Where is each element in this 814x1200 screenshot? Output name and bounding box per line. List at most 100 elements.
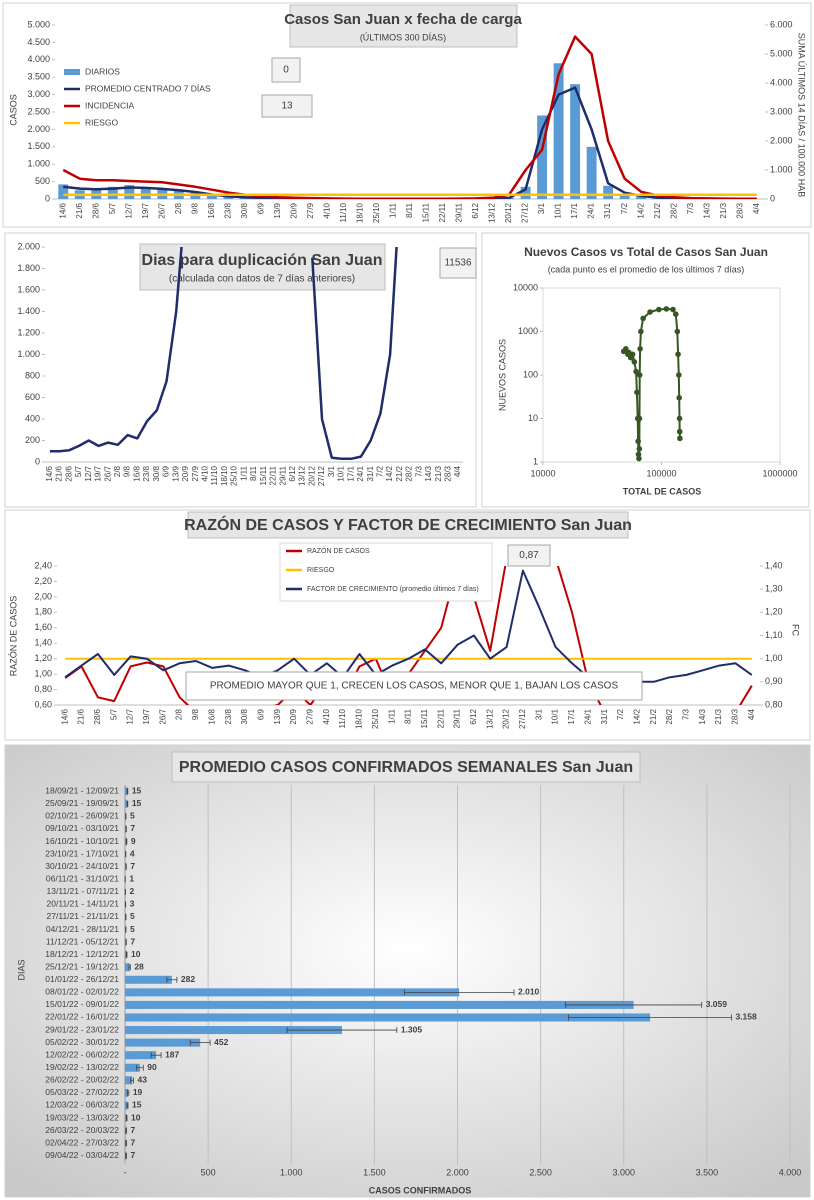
y-tick-label: 09/04/22 - 03/04/22 — [45, 1150, 119, 1160]
bar — [125, 975, 172, 984]
bar — [125, 950, 127, 959]
y-tick-label: 29/01/22 - 23/01/22 — [45, 1024, 119, 1034]
y-tick-label: 04/12/21 - 28/11/21 — [46, 924, 119, 934]
x-tick-label: 7/3 — [414, 465, 423, 477]
y-tick-label: 01/01/22 - 26/12/21 — [45, 974, 119, 984]
x-tick-label: 7/2 — [375, 465, 384, 477]
data-label: 5 — [130, 911, 135, 921]
x-tick-label: 28/2 — [669, 202, 678, 218]
y-tick-label: 1.000 — [770, 164, 793, 174]
bar — [125, 862, 127, 871]
x-tick-label: 19/7 — [142, 708, 151, 724]
x-tick-label: 13/12 — [485, 708, 494, 729]
x-tick-label: 10/1 — [551, 708, 560, 724]
x-tick-label: 10000 — [530, 468, 555, 478]
data-label: 7 — [130, 1150, 135, 1160]
y-tick-label: 3.000 — [27, 89, 50, 99]
y-tick-label: 2.500 — [27, 106, 50, 116]
data-label: 3.059 — [706, 999, 728, 1009]
annotation: 13 — [281, 101, 293, 112]
x-tick-label: 2/8 — [113, 465, 122, 477]
y2-axis-title: FC — [791, 624, 801, 636]
scatter-point — [637, 346, 643, 352]
y-tick-label: 26/03/22 - 20/03/22 — [45, 1125, 119, 1135]
x-tick-label: 13/12 — [488, 202, 497, 223]
y-tick-label: 23/10/21 - 17/10/21 — [45, 848, 119, 858]
x-tick-label: 25/10 — [371, 708, 380, 729]
panel — [481, 232, 810, 508]
error-bar — [128, 964, 131, 971]
y-tick-label: 20/11/21 - 14/11/21 — [47, 899, 120, 909]
x-tick-label: 4/4 — [453, 465, 462, 477]
x-tick-label: 4/4 — [752, 202, 761, 214]
x-tick-label: 3/1 — [534, 708, 543, 720]
x-tick-label: 6/9 — [256, 708, 265, 720]
y-tick-label: 25/12/21 - 19/12/21 — [45, 961, 119, 971]
title-box — [289, 4, 518, 48]
scatter-point — [676, 415, 683, 422]
x-tick-label: 4/10 — [201, 465, 210, 481]
scatter-point — [636, 455, 642, 462]
scatter-point — [677, 435, 683, 442]
x-tick-label: 29/11 — [278, 465, 287, 485]
annotation-box — [507, 544, 551, 567]
error-bar — [286, 1027, 398, 1034]
chart-title: Casos San Juan x fecha de carga — [284, 11, 522, 28]
x-tick-label: 7/2 — [620, 202, 629, 214]
data-label: 3 — [130, 899, 135, 909]
annotation-box — [439, 247, 477, 279]
x-tick-label: 8/11 — [404, 708, 413, 724]
x-tick-label: 18/10 — [220, 465, 229, 486]
error-bar — [125, 838, 128, 845]
y-tick-label: 0,80 — [34, 684, 52, 694]
x-tick-label: 31/1 — [603, 202, 612, 218]
x-tick-label: - — [124, 1167, 127, 1177]
panel — [4, 744, 811, 1198]
bar — [125, 963, 130, 972]
y-axis-title: DIAS — [16, 959, 26, 980]
x-tick-label: 16/8 — [207, 708, 216, 724]
y-tick-label: 100 — [523, 369, 538, 379]
y-tick-label: 2.000 — [17, 241, 40, 251]
x-tick-label: 8/11 — [249, 465, 258, 481]
x-tick-label: 11/10 — [338, 708, 347, 728]
chart-subtitle: (cada punto es el promedio de los último… — [548, 264, 745, 274]
x-tick-label: 1/11 — [387, 708, 396, 724]
x-tick-label: 16/8 — [207, 202, 216, 218]
legend-box — [279, 542, 493, 602]
bar — [537, 115, 548, 199]
legend-label: RAZÓN DE CASOS — [307, 546, 370, 555]
x-tick-label: 27/12 — [521, 202, 530, 223]
error-bar — [564, 1001, 703, 1008]
title-box — [187, 511, 629, 539]
y-tick-label: 1,10 — [765, 630, 783, 640]
x-tick-label: 24/1 — [587, 202, 596, 218]
y-tick-label: 02/10/21 - 26/09/21 — [45, 811, 119, 821]
bar — [520, 186, 531, 199]
x-tick-label: 22/11 — [438, 202, 447, 222]
x-tick-label: 28/6 — [64, 465, 73, 481]
legend-label: RIESGO — [307, 567, 335, 574]
x-tick-label: 1.500 — [363, 1167, 386, 1177]
data-label: 2 — [129, 886, 134, 896]
data-label: 7 — [130, 936, 135, 946]
y-tick-label: 16/10/21 - 10/10/21 — [45, 836, 119, 846]
error-bar — [125, 1115, 128, 1122]
annotation-box — [261, 94, 313, 118]
x-tick-label: 21/3 — [714, 708, 723, 724]
x-tick-label: 27/9 — [306, 708, 315, 724]
error-bar — [403, 989, 515, 996]
scatter-point — [640, 315, 646, 322]
y-tick-label: 1,20 — [34, 653, 52, 663]
legend-label: DIARIOS — [85, 66, 120, 76]
y-tick-label: 10 — [528, 413, 538, 423]
scatter-point — [638, 328, 644, 335]
x-tick-label: 28/6 — [93, 708, 102, 724]
data-label: 4 — [130, 848, 135, 858]
bar — [206, 194, 217, 199]
data-label: 282 — [181, 974, 195, 984]
scatter-point — [647, 309, 653, 315]
x-tick-label: 13/9 — [171, 465, 180, 481]
bar — [58, 184, 69, 199]
y-tick-label: 26/02/22 - 20/02/22 — [45, 1075, 119, 1085]
